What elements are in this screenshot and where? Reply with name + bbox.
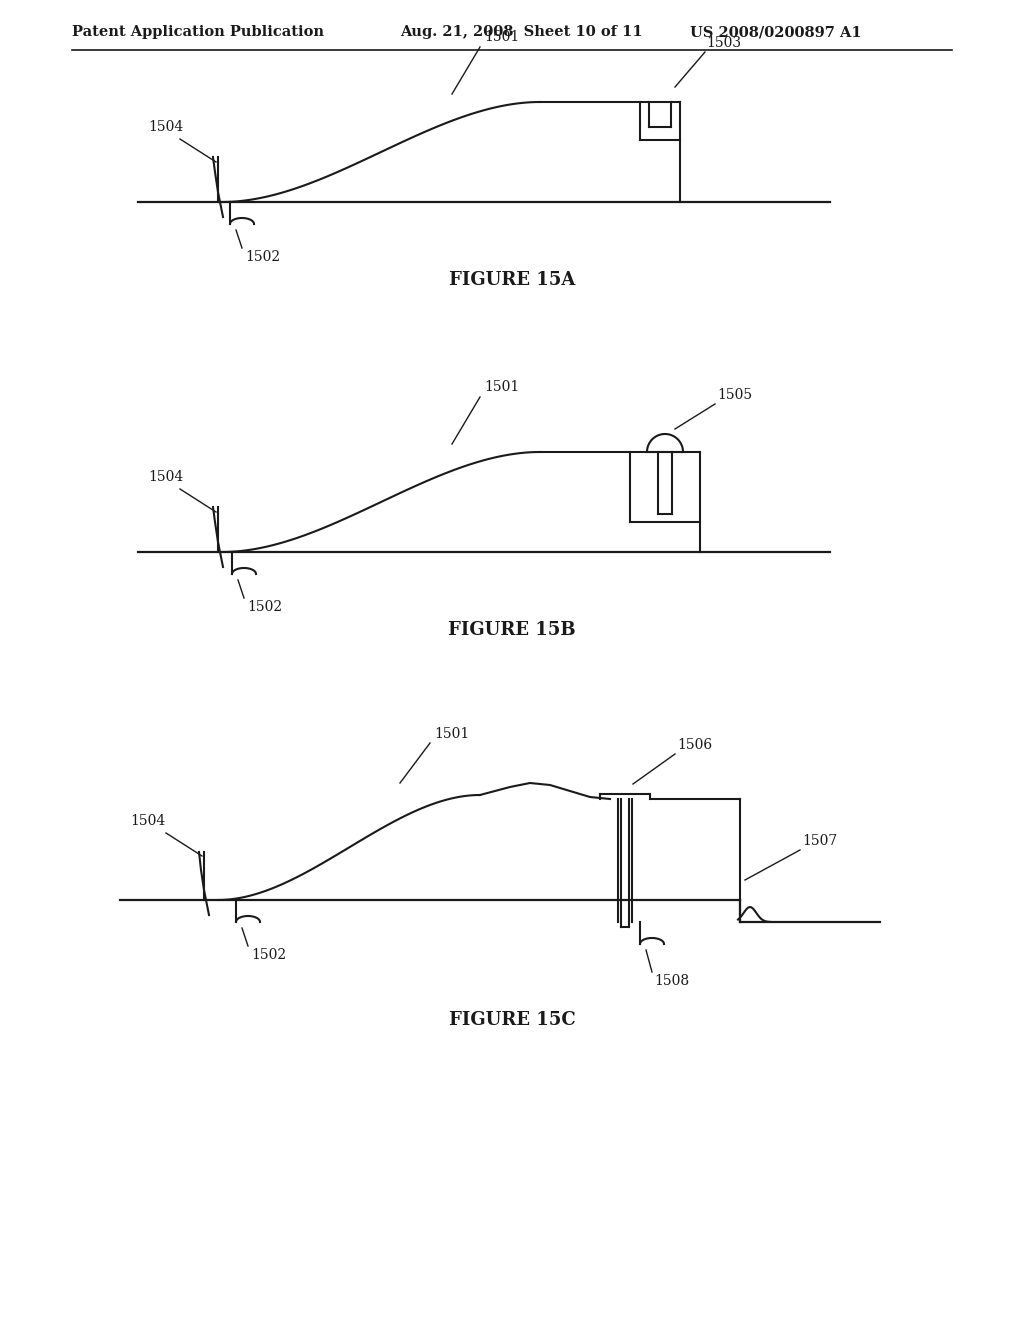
- Text: 1507: 1507: [802, 834, 838, 847]
- Text: 1502: 1502: [251, 948, 286, 962]
- Text: 1504: 1504: [148, 120, 183, 135]
- Text: 1506: 1506: [677, 738, 712, 752]
- Text: Patent Application Publication: Patent Application Publication: [72, 25, 324, 40]
- Text: FIGURE 15A: FIGURE 15A: [449, 271, 575, 289]
- Text: 1501: 1501: [484, 380, 519, 393]
- Text: 1504: 1504: [130, 814, 165, 828]
- Text: 1501: 1501: [484, 30, 519, 44]
- Text: 1501: 1501: [434, 727, 469, 741]
- Text: FIGURE 15C: FIGURE 15C: [449, 1011, 575, 1030]
- Text: 1502: 1502: [247, 601, 283, 614]
- Text: 1504: 1504: [148, 470, 183, 484]
- Text: US 2008/0200897 A1: US 2008/0200897 A1: [690, 25, 861, 40]
- Text: 1503: 1503: [706, 36, 741, 50]
- Text: FIGURE 15B: FIGURE 15B: [449, 620, 575, 639]
- Text: 1502: 1502: [245, 249, 281, 264]
- Text: 1508: 1508: [654, 974, 689, 987]
- Text: Aug. 21, 2008  Sheet 10 of 11: Aug. 21, 2008 Sheet 10 of 11: [400, 25, 643, 40]
- Text: 1505: 1505: [717, 388, 752, 403]
